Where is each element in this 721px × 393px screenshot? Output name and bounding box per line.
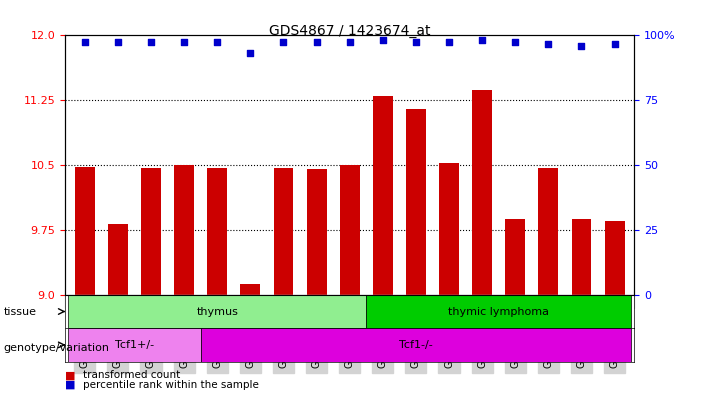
Bar [174, 165, 194, 295]
Point [377, 37, 389, 43]
Point [112, 39, 123, 46]
Point [211, 39, 223, 46]
Text: tissue: tissue [4, 307, 37, 318]
Point [410, 39, 422, 46]
Bar [539, 168, 558, 295]
Bar [68, 295, 366, 328]
Bar [605, 221, 624, 295]
Bar [439, 163, 459, 295]
Bar [406, 109, 426, 295]
Bar [75, 167, 94, 295]
Bar [208, 168, 227, 295]
Point [145, 39, 156, 46]
Text: Tcf1-/-: Tcf1-/- [399, 340, 433, 350]
Point [576, 42, 588, 49]
Text: percentile rank within the sample: percentile rank within the sample [83, 380, 259, 390]
Point [244, 50, 256, 56]
Bar [306, 169, 327, 295]
Bar [68, 328, 200, 362]
Bar [366, 295, 631, 328]
Text: transformed count: transformed count [83, 370, 180, 380]
Point [543, 41, 554, 47]
Bar [373, 96, 393, 295]
Point [311, 39, 322, 46]
Text: thymic lymphoma: thymic lymphoma [448, 307, 549, 316]
Text: genotype/variation: genotype/variation [4, 343, 110, 353]
Bar [273, 168, 293, 295]
Text: thymus: thymus [196, 307, 238, 316]
Text: Tcf1+/-: Tcf1+/- [115, 340, 154, 350]
Point [609, 41, 620, 47]
Bar [340, 165, 360, 295]
Point [443, 39, 455, 46]
Bar [200, 328, 631, 362]
Text: GDS4867 / 1423674_at: GDS4867 / 1423674_at [269, 24, 430, 38]
Point [79, 39, 91, 46]
Point [477, 37, 488, 43]
Bar [108, 224, 128, 295]
Point [344, 39, 355, 46]
Text: ■: ■ [65, 380, 76, 390]
Point [278, 39, 289, 46]
Bar [472, 90, 492, 295]
Text: ■: ■ [65, 370, 76, 380]
Point [178, 39, 190, 46]
Bar [505, 219, 525, 295]
Bar [141, 168, 161, 295]
Point [510, 39, 521, 46]
Bar [572, 219, 591, 295]
Bar [65, 295, 634, 308]
Bar [240, 285, 260, 295]
